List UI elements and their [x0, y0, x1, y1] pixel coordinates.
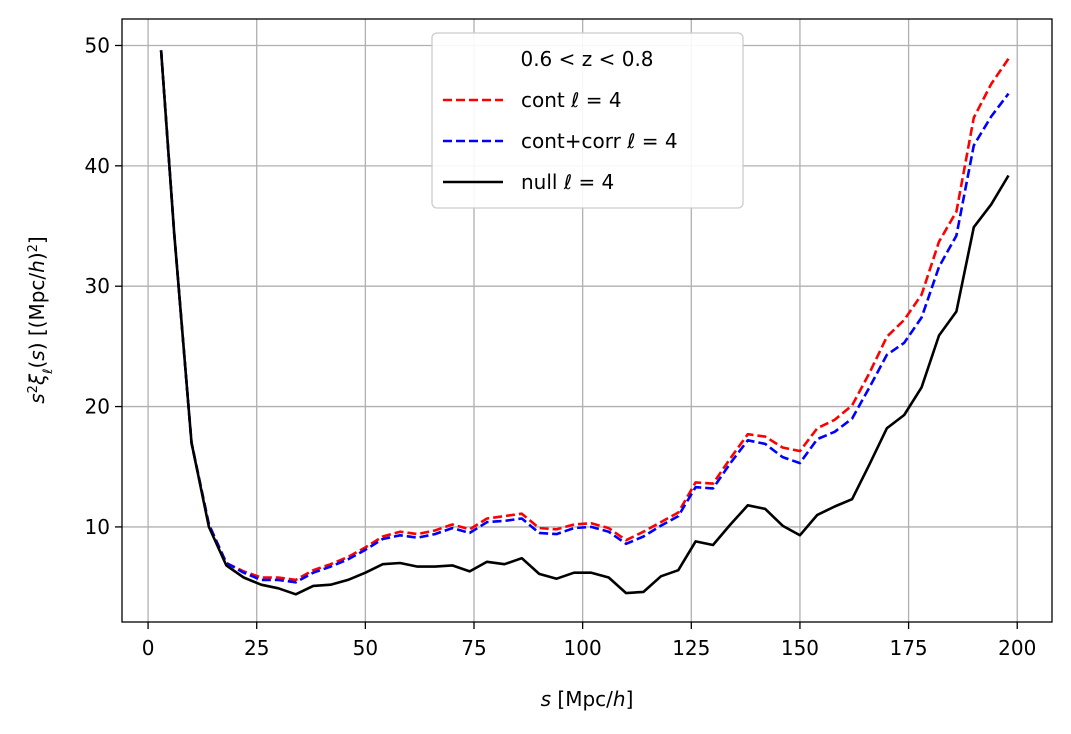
y-tick-label: 10 [85, 515, 110, 539]
legend: 0.6 < z < 0.8 cont ℓ = 4 cont+corr ℓ = 4 n… [431, 32, 744, 209]
legend-label: cont+corr ℓ = 4 [521, 129, 678, 153]
legend-label: null ℓ = 4 [521, 170, 614, 194]
plot-frame [121, 18, 1053, 623]
legend-box [431, 32, 744, 209]
y-tick-label: 50 [85, 33, 110, 57]
series-line-cont-corr-4 [159, 50, 1010, 584]
x-tick-label: 25 [244, 636, 269, 660]
legend-title: 0.6 < z < 0.8 [520, 47, 653, 71]
y-tick-label: 30 [85, 274, 110, 298]
x-tick-label: 0 [142, 636, 155, 660]
x-axis-label: s [Mpc/h] [541, 687, 634, 711]
axis-ticks: 0 25 50 75 100 125 150 175 200 10 20 30 40 50 [85, 33, 1037, 660]
y-tick-label: 40 [85, 154, 110, 178]
series-line-cont-4 [159, 50, 1010, 582]
x-tick-label: 100 [564, 636, 602, 660]
plot-lines [159, 50, 1010, 596]
y-tick-label: 20 [85, 395, 110, 419]
x-tick-label: 50 [353, 636, 378, 660]
legend-label: cont ℓ = 4 [521, 88, 622, 112]
x-tick-label: 75 [461, 636, 486, 660]
x-tick-label: 125 [672, 636, 710, 660]
x-tick-label: 200 [998, 636, 1036, 660]
x-tick-label: 150 [781, 636, 819, 660]
x-tick-label: 175 [889, 636, 927, 660]
series-line-null-4 [159, 50, 1010, 596]
